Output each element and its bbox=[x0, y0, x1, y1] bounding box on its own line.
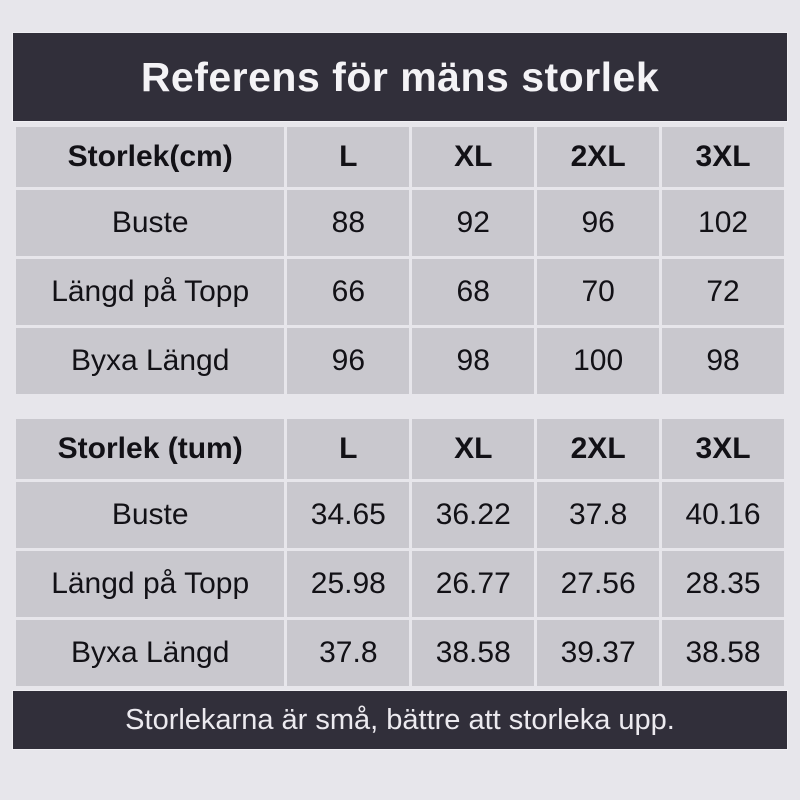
cell-value: 37.8 bbox=[537, 482, 660, 548]
column-header-l: L bbox=[287, 127, 410, 187]
cell-value: 38.58 bbox=[662, 620, 784, 686]
row-label: Buste bbox=[16, 190, 285, 256]
cell-value: 98 bbox=[412, 328, 535, 394]
column-header-xl: XL bbox=[412, 419, 535, 479]
cell-value: 96 bbox=[537, 190, 660, 256]
column-header-2xl: 2XL bbox=[537, 127, 660, 187]
footer-note-bar: Storlekarna är små, bättre att storleka … bbox=[13, 691, 787, 749]
column-header-3xl: 3XL bbox=[662, 127, 784, 187]
cell-value: 66 bbox=[287, 259, 410, 325]
cell-value: 72 bbox=[662, 259, 784, 325]
cell-value: 38.58 bbox=[412, 620, 535, 686]
cell-value: 34.65 bbox=[287, 482, 410, 548]
row-label: Byxa Längd bbox=[16, 328, 285, 394]
cell-value: 98 bbox=[662, 328, 784, 394]
cell-value: 25.98 bbox=[287, 551, 410, 617]
column-header-storlek-cm: Storlek(cm) bbox=[16, 127, 285, 187]
row-label: Längd på Topp bbox=[16, 551, 285, 617]
cell-value: 26.77 bbox=[412, 551, 535, 617]
column-header-xl: XL bbox=[412, 127, 535, 187]
table-row-langd-pa-topp-tum: Längd på Topp 25.98 26.77 27.56 28.35 bbox=[16, 551, 784, 617]
cell-value: 37.8 bbox=[287, 620, 410, 686]
cell-value: 27.56 bbox=[537, 551, 660, 617]
cell-value: 96 bbox=[287, 328, 410, 394]
column-header-l: L bbox=[287, 419, 410, 479]
cell-value: 100 bbox=[537, 328, 660, 394]
table-row-buste-cm: Buste 88 92 96 102 bbox=[16, 190, 784, 256]
table-row-byxa-langd-tum: Byxa Längd 37.8 38.58 39.37 38.58 bbox=[16, 620, 784, 686]
cell-value: 39.37 bbox=[537, 620, 660, 686]
cell-value: 70 bbox=[537, 259, 660, 325]
table-header-row: Storlek(cm) L XL 2XL 3XL bbox=[16, 127, 784, 187]
page-title-bar: Referens för mäns storlek bbox=[13, 33, 787, 121]
cell-value: 40.16 bbox=[662, 482, 784, 548]
cell-value: 88 bbox=[287, 190, 410, 256]
column-header-3xl: 3XL bbox=[662, 419, 784, 479]
cell-value: 102 bbox=[662, 190, 784, 256]
column-header-2xl: 2XL bbox=[537, 419, 660, 479]
row-label: Byxa Längd bbox=[16, 620, 285, 686]
cell-value: 28.35 bbox=[662, 551, 784, 617]
page-title: Referens för mäns storlek bbox=[140, 53, 660, 100]
row-label: Buste bbox=[16, 482, 285, 548]
cell-value: 68 bbox=[412, 259, 535, 325]
size-table-cm: Storlek(cm) L XL 2XL 3XL Buste 88 92 96 … bbox=[13, 124, 787, 397]
table-header-row: Storlek (tum) L XL 2XL 3XL bbox=[16, 419, 784, 479]
column-header-storlek-tum: Storlek (tum) bbox=[16, 419, 285, 479]
size-table-tum: Storlek (tum) L XL 2XL 3XL Buste 34.65 3… bbox=[13, 416, 787, 689]
cell-value: 36.22 bbox=[412, 482, 535, 548]
cell-value: 92 bbox=[412, 190, 535, 256]
footer-note: Storlekarna är små, bättre att storleka … bbox=[125, 703, 675, 736]
table-row-buste-tum: Buste 34.65 36.22 37.8 40.16 bbox=[16, 482, 784, 548]
table-row-langd-pa-topp-cm: Längd på Topp 66 68 70 72 bbox=[16, 259, 784, 325]
table-row-byxa-langd-cm: Byxa Längd 96 98 100 98 bbox=[16, 328, 784, 394]
row-label: Längd på Topp bbox=[16, 259, 285, 325]
